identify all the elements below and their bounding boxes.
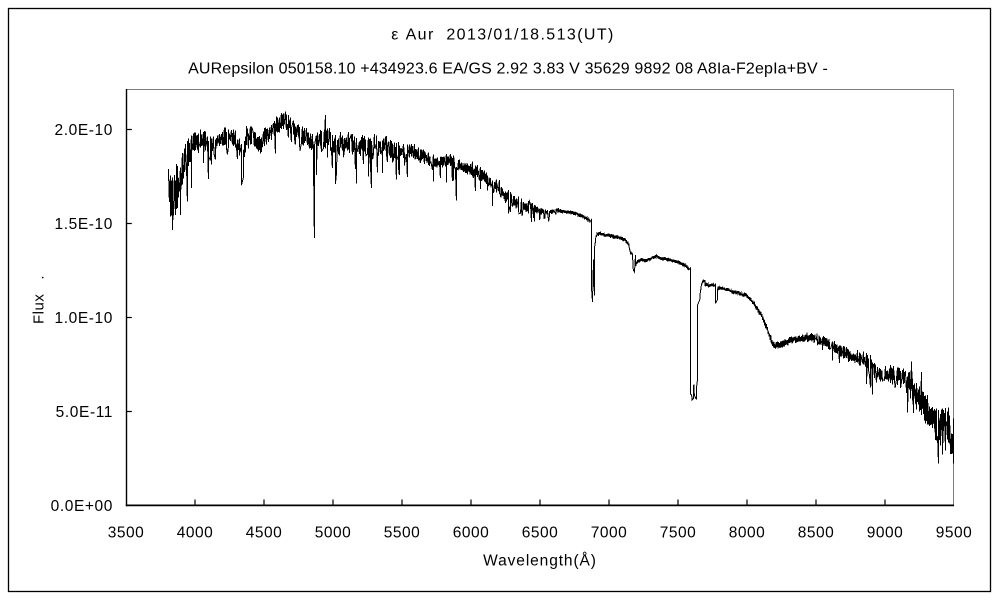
- svg-text:Flux .: Flux .: [31, 275, 48, 324]
- svg-text:5000: 5000: [315, 524, 351, 541]
- svg-text:8500: 8500: [798, 524, 834, 541]
- svg-text:9000: 9000: [867, 524, 903, 541]
- svg-text:1.5E-10: 1.5E-10: [55, 216, 114, 233]
- svg-text:Wavelength(Å): Wavelength(Å): [483, 552, 597, 569]
- svg-text:2.0E-10: 2.0E-10: [55, 122, 114, 139]
- svg-text:5.0E-11: 5.0E-11: [56, 404, 113, 421]
- svg-text:7500: 7500: [660, 524, 696, 541]
- svg-text:ε Aur 2013/01/18.513(UT): ε Aur 2013/01/18.513(UT): [391, 27, 615, 44]
- svg-text:4000: 4000: [177, 524, 213, 541]
- svg-text:6500: 6500: [522, 524, 558, 541]
- svg-text:8000: 8000: [729, 524, 765, 541]
- svg-text:6000: 6000: [453, 524, 489, 541]
- svg-text:5500: 5500: [384, 524, 420, 541]
- svg-text:AURepsilon 050158.10 +434923.6: AURepsilon 050158.10 +434923.6 EA/GS 2.9…: [188, 61, 828, 78]
- svg-text:4500: 4500: [246, 524, 282, 541]
- svg-text:3500: 3500: [108, 524, 144, 541]
- svg-text:1.0E-10: 1.0E-10: [55, 310, 114, 327]
- svg-text:9500: 9500: [936, 524, 972, 541]
- svg-text:7000: 7000: [591, 524, 627, 541]
- svg-text:0.0E+00: 0.0E+00: [51, 498, 113, 515]
